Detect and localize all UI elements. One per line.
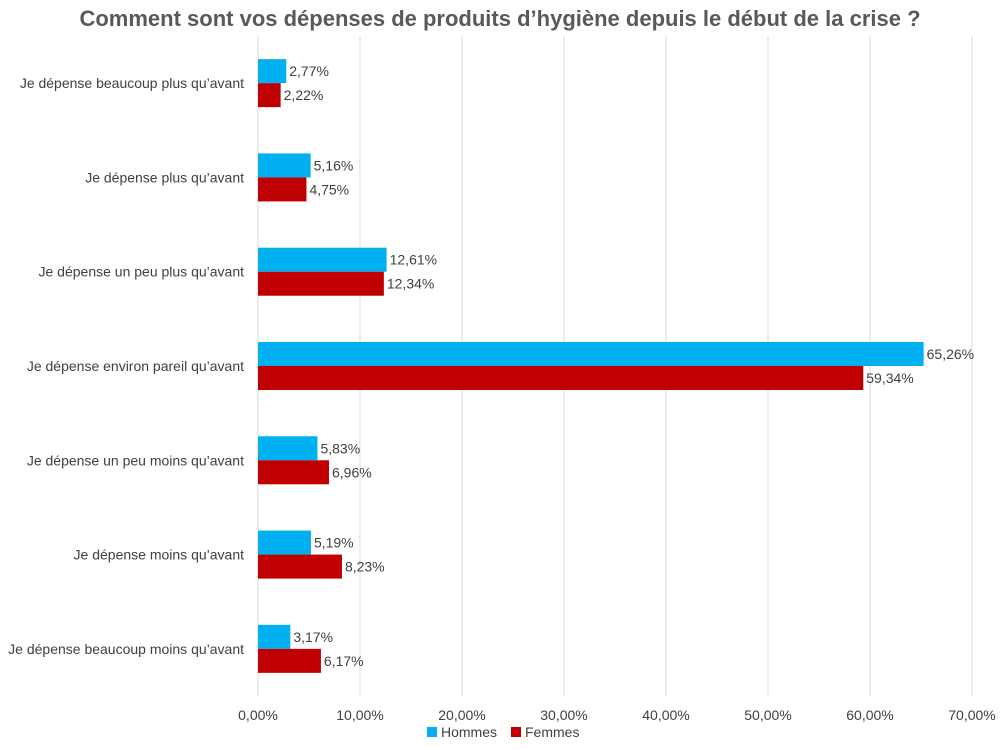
category-label: Je dépense moins qu’avant (74, 547, 245, 563)
category-label: Je dépense un peu plus qu’avant (39, 264, 245, 280)
x-tick-label: 60,00% (846, 707, 893, 723)
bar-hommes (258, 436, 318, 461)
legend-swatch-hommes (427, 727, 437, 737)
bar-femmes (258, 648, 321, 673)
bar-hommes (258, 59, 287, 84)
data-label: 12,61% (390, 252, 437, 268)
x-tick-label: 40,00% (642, 707, 689, 723)
bar-hommes (258, 624, 291, 649)
chart-title: Comment sont vos dépenses de produits d’… (79, 6, 921, 31)
x-tick-label: 0,00% (238, 707, 278, 723)
bar-femmes (258, 366, 864, 390)
bar-hommes (258, 530, 311, 555)
bar-hommes (258, 247, 387, 272)
data-label: 6,96% (332, 464, 372, 480)
x-tick-label: 10,00% (336, 707, 383, 723)
data-label: 59,34% (866, 370, 913, 386)
x-axis-tick-labels: 0,00% 10,00% 20,00% 30,00% 40,00% 50,00% 60,00… (238, 707, 996, 723)
data-label: 5,83% (320, 440, 360, 456)
x-tick-label: 20,00% (438, 707, 485, 723)
bars (258, 59, 924, 673)
category-label: Je dépense plus qu’avant (85, 169, 244, 185)
legend-label: Hommes (441, 724, 497, 740)
bar-hommes (258, 153, 311, 178)
data-label: 8,23% (345, 559, 385, 575)
category-label: Je dépense beaucoup plus qu’avant (20, 75, 244, 91)
data-label: 4,75% (309, 181, 349, 197)
bar-femmes (258, 460, 329, 485)
legend-swatch-femmes (511, 727, 521, 737)
data-label: 65,26% (927, 346, 974, 362)
category-labels: Je dépense beaucoup plus qu’avant Je dépe… (8, 75, 244, 657)
bar-femmes (258, 271, 384, 296)
category-label: Je dépense environ pareil qu’avant (27, 358, 244, 374)
data-label: 3,17% (293, 629, 333, 645)
bar-femmes (258, 83, 281, 108)
data-label: 5,19% (314, 535, 354, 551)
bar-hommes (258, 342, 924, 366)
category-label: Je dépense beaucoup moins qu’avant (8, 641, 244, 657)
data-label: 12,34% (387, 276, 434, 292)
data-label: 5,16% (314, 157, 354, 173)
data-labels: 2,77% 2,22% 5,16% 4,75% 12,61% 12,34% 65,26% 59… (284, 63, 974, 669)
category-label: Je dépense un peu moins qu’avant (27, 452, 244, 468)
x-tick-label: 70,00% (948, 707, 995, 723)
bar-femmes (258, 554, 342, 579)
data-label: 2,77% (289, 63, 329, 79)
x-tick-label: 50,00% (744, 707, 791, 723)
x-tick-label: 30,00% (540, 707, 587, 723)
data-label: 6,17% (324, 653, 364, 669)
data-label: 2,22% (284, 87, 324, 103)
bar-femmes (258, 177, 307, 202)
legend: Hommes Femmes (427, 724, 579, 740)
legend-label: Femmes (525, 724, 579, 740)
